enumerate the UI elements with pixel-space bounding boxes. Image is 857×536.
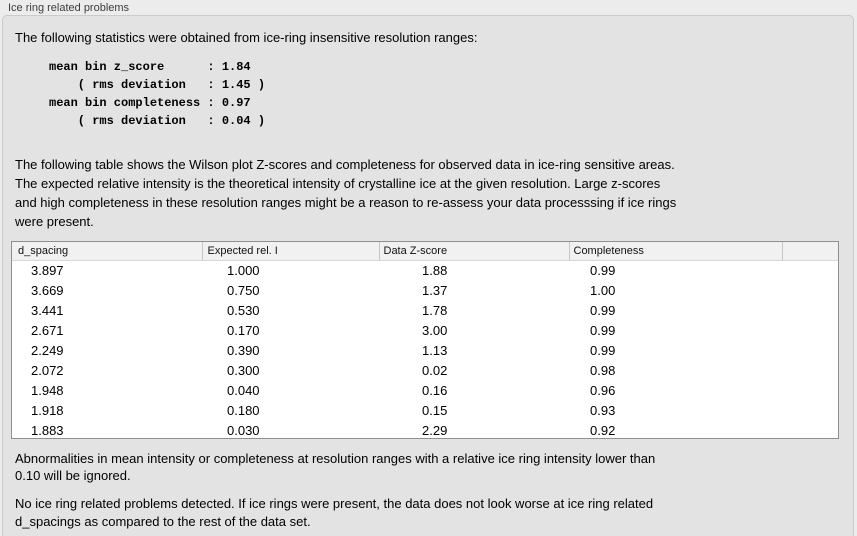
table-cell: 2.249 [31, 342, 64, 358]
ice-ring-report-groupbox: The following statistics were obtained f… [2, 15, 854, 536]
table-cell: 3.441 [31, 302, 64, 318]
column-header-data-z-score[interactable]: Data Z-score [378, 242, 569, 261]
table-cell-spacer [782, 301, 838, 321]
table-cell-spacer [782, 260, 838, 281]
table-cell: 3.00 [422, 322, 448, 338]
conclusion-text: No ice ring related problems detected. I… [15, 496, 654, 529]
table-cell: 1.000 [227, 262, 260, 278]
table-cell-spacer [782, 381, 838, 401]
table-cell: 1.37 [422, 282, 448, 298]
table-cell: 3.897 [31, 262, 64, 278]
table-cell: 2.072 [31, 362, 64, 378]
table-row[interactable]: 1.948 0.040 0.16 0.96 [12, 381, 838, 401]
table-cell: 0.16 [422, 382, 448, 398]
table-cell: 0.030 [227, 422, 260, 438]
table-row[interactable]: 1.918 0.180 0.15 0.93 [12, 401, 838, 421]
table-header: d_spacing Expected rel. I Data Z-score Comp… [12, 242, 838, 261]
table-cell: 0.99 [590, 262, 616, 278]
table-row[interactable]: 2.671 0.170 3.00 0.99 [12, 321, 838, 341]
intro-text: The following statistics were obtained f… [15, 30, 478, 45]
table-cell-spacer [782, 321, 838, 341]
table-cell: 1.13 [422, 342, 448, 358]
table-cell: 1.883 [31, 422, 64, 438]
table-cell: 0.02 [422, 362, 448, 378]
column-header-d-spacing[interactable]: d_spacing [12, 242, 202, 261]
table-row[interactable]: 2.249 0.390 1.13 0.99 [12, 341, 838, 361]
ignore-note-text: Abnormalities in mean intensity or compl… [15, 451, 656, 483]
table-cell-spacer [782, 341, 838, 361]
table-cell-spacer [782, 361, 838, 381]
table-cell: 0.750 [227, 282, 260, 298]
table-cell: 3.669 [31, 282, 64, 298]
table-row[interactable]: 1.883 0.030 2.29 0.92 [12, 421, 838, 439]
table-cell: 0.96 [590, 382, 616, 398]
ice-ring-table: d_spacing Expected rel. I Data Z-score Comp… [11, 241, 839, 439]
table-cell: 0.170 [227, 322, 260, 338]
table-cell-spacer [782, 421, 838, 439]
panel-title: Ice ring related problems [8, 2, 130, 14]
table-cell: 0.93 [590, 402, 616, 418]
table-cell: 0.040 [227, 382, 260, 398]
column-header-completeness[interactable]: Completeness [568, 242, 782, 261]
table-cell: 0.300 [227, 362, 260, 378]
table-cell: 0.390 [227, 342, 260, 358]
table-cell: 1.948 [31, 382, 64, 398]
table-cell: 1.918 [31, 402, 64, 418]
table-cell: 0.99 [590, 342, 616, 358]
table-cell: 1.00 [590, 282, 616, 298]
table-body: 3.897 1.000 1.88 0.99 3.669 0.750 1.37 1.00 3.44… [12, 260, 838, 439]
table-cell: 2.29 [422, 422, 448, 438]
table-cell: 0.99 [590, 322, 616, 338]
table-cell: 1.88 [422, 262, 448, 278]
table-header-row: d_spacing Expected rel. I Data Z-score Comp… [12, 242, 838, 261]
table-cell: 0.98 [590, 362, 616, 378]
table-row[interactable]: 2.072 0.300 0.02 0.98 [12, 361, 838, 381]
column-header-expected-rel-i[interactable]: Expected rel. I [201, 242, 379, 261]
table-cell: 0.530 [227, 302, 260, 318]
ice-ring-data-table: d_spacing Expected rel. I Data Z-score Comp… [12, 242, 838, 439]
table-cell: 0.15 [422, 402, 448, 418]
table-description-text: The following table shows the Wilson plo… [15, 157, 677, 229]
statistics-block: mean bin z_score : 1.84 ( rms deviation … [49, 60, 266, 128]
table-row[interactable]: 3.441 0.530 1.78 0.99 [12, 301, 838, 321]
table-cell: 0.180 [227, 402, 260, 418]
table-cell: 0.92 [590, 422, 616, 438]
table-cell-spacer [782, 281, 838, 301]
table-row[interactable]: 3.669 0.750 1.37 1.00 [12, 281, 838, 301]
table-cell-spacer [782, 401, 838, 421]
table-row[interactable]: 3.897 1.000 1.88 0.99 [12, 260, 838, 281]
table-cell: 2.671 [31, 322, 64, 338]
column-header-blank[interactable] [781, 242, 838, 261]
table-cell: 0.99 [590, 302, 616, 318]
table-cell: 1.78 [422, 302, 448, 318]
